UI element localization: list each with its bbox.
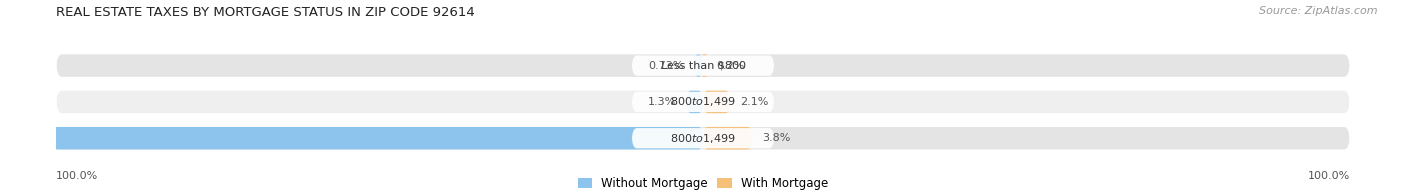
Text: 3.8%: 3.8% (762, 133, 792, 143)
Legend: Without Mortgage, With Mortgage: Without Mortgage, With Mortgage (578, 177, 828, 190)
FancyBboxPatch shape (56, 54, 1350, 77)
FancyBboxPatch shape (686, 91, 703, 113)
FancyBboxPatch shape (693, 54, 703, 77)
Text: REAL ESTATE TAXES BY MORTGAGE STATUS IN ZIP CODE 92614: REAL ESTATE TAXES BY MORTGAGE STATUS IN … (56, 6, 475, 19)
Text: 100.0%: 100.0% (1308, 171, 1350, 181)
Text: $800 to $1,499: $800 to $1,499 (671, 132, 735, 145)
Text: Less than $800: Less than $800 (661, 61, 745, 71)
Text: $800 to $1,499: $800 to $1,499 (671, 95, 735, 108)
Text: Source: ZipAtlas.com: Source: ZipAtlas.com (1260, 6, 1378, 16)
Text: 0.73%: 0.73% (648, 61, 683, 71)
Text: 100.0%: 100.0% (56, 171, 98, 181)
FancyBboxPatch shape (56, 127, 1350, 150)
FancyBboxPatch shape (703, 91, 730, 113)
FancyBboxPatch shape (631, 92, 775, 112)
FancyBboxPatch shape (56, 91, 1350, 113)
Text: 1.3%: 1.3% (648, 97, 676, 107)
Text: 2.1%: 2.1% (741, 97, 769, 107)
FancyBboxPatch shape (0, 127, 703, 150)
FancyBboxPatch shape (631, 128, 775, 148)
FancyBboxPatch shape (703, 127, 752, 150)
Text: 0.2%: 0.2% (716, 61, 744, 71)
FancyBboxPatch shape (631, 55, 775, 76)
FancyBboxPatch shape (702, 54, 707, 77)
